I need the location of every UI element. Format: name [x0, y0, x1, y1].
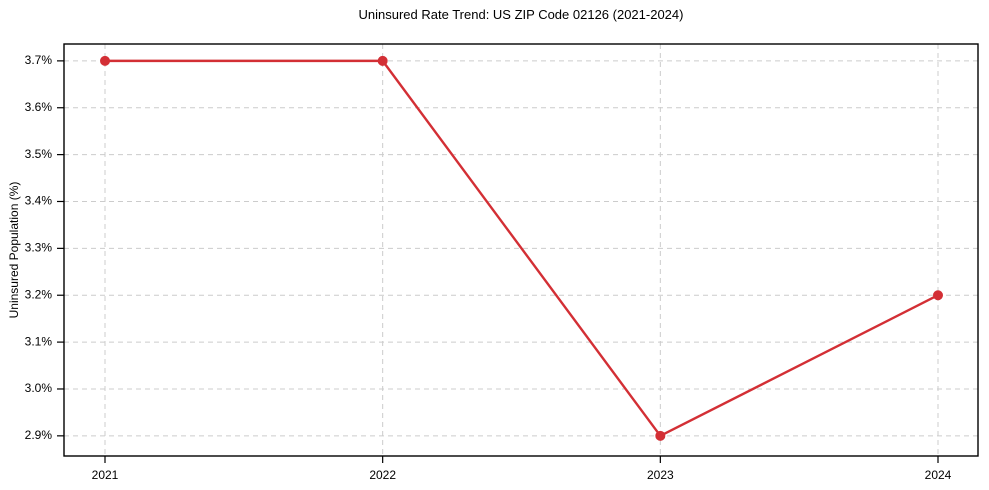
data-line: [103, 59, 940, 438]
y-tick-label: 2.9%: [25, 428, 53, 442]
x-tick-label: 2023: [647, 468, 674, 482]
x-tick-label: 2024: [925, 468, 952, 482]
data-point-marker: [377, 55, 388, 66]
y-tick-label: 3.7%: [25, 53, 53, 67]
y-tick-label: 3.0%: [25, 381, 53, 395]
y-tick-label: 3.5%: [25, 147, 53, 161]
data-point-marker: [933, 290, 943, 301]
y-tick-label: 3.1%: [25, 334, 53, 348]
y-tick-label: 3.3%: [25, 241, 53, 255]
data-point-marker: [100, 55, 110, 66]
chart-title: Uninsured Rate Trend: US ZIP Code 02126 …: [358, 7, 684, 22]
data-point-marker: [655, 430, 666, 441]
y-tick-label: 3.6%: [25, 100, 53, 114]
x-tick-label: 2022: [369, 468, 396, 482]
y-tick-label: 3.2%: [25, 287, 53, 301]
y-tick-label: 3.4%: [25, 194, 53, 208]
x-tick-label: 2021: [92, 468, 119, 482]
plot-border: [63, 43, 979, 457]
